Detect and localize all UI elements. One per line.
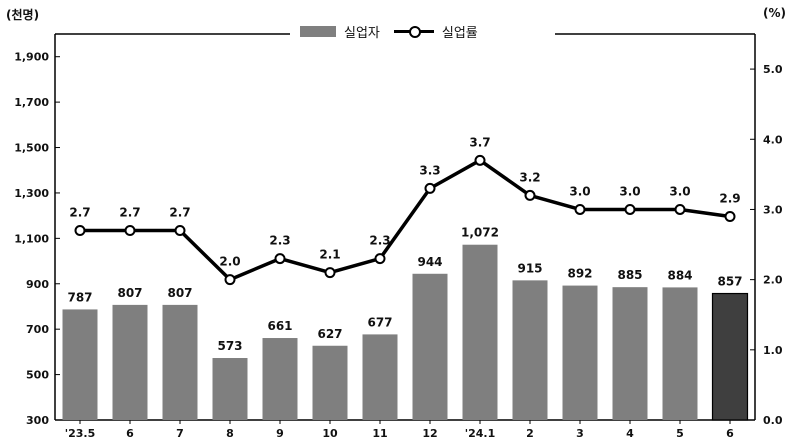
- bar-value-label: 857: [717, 275, 742, 289]
- bar: [262, 338, 298, 420]
- x-tick-label: 10: [322, 427, 338, 440]
- legend-line-label: 실업률: [441, 25, 478, 41]
- rate-point: [674, 203, 686, 215]
- rate-value-label: 3.3: [419, 163, 440, 177]
- bar-value-label: 884: [667, 268, 692, 282]
- bar: [562, 285, 598, 420]
- bar: [412, 273, 448, 420]
- rate-point: [324, 267, 336, 279]
- bar: [662, 287, 698, 420]
- rate-value-label: 2.3: [269, 234, 290, 248]
- x-tick-label: 11: [372, 427, 387, 440]
- rate-point: [424, 182, 436, 194]
- x-tick-label: 3: [576, 427, 584, 440]
- bar: [312, 345, 348, 420]
- rate-value-label: 3.0: [619, 184, 640, 198]
- rate-value-label: 2.7: [169, 206, 190, 220]
- x-tick-label: 2: [526, 427, 534, 440]
- rate-line: [80, 158, 731, 282]
- bar-value-label: 944: [417, 255, 442, 269]
- rate-value-label: 3.0: [669, 184, 690, 198]
- rate-point: [524, 189, 536, 201]
- left-tick-label: 900: [26, 278, 49, 291]
- rate-value-label: 2.9: [719, 191, 740, 205]
- rate-point: [374, 253, 386, 265]
- bar-value-label: 573: [217, 339, 242, 353]
- bar: [212, 358, 248, 420]
- right-tick-label: 3.0: [763, 203, 783, 216]
- bar-value-label: 807: [167, 286, 192, 300]
- left-tick-label: 1,900: [14, 51, 49, 64]
- legend: 실업자 실업률: [300, 20, 560, 42]
- x-tick-label: 6: [726, 427, 734, 440]
- rate-point: [224, 274, 236, 286]
- rate-value-label: 2.1: [319, 248, 340, 262]
- legend-line-swatch: [393, 25, 434, 38]
- right-tick-label: 1.0: [763, 344, 783, 357]
- legend-item-line: 실업률: [393, 22, 478, 41]
- right-axis-unit: (%): [763, 6, 786, 20]
- right-tick-label: 0.0: [763, 414, 783, 427]
- left-tick-label: 1,300: [14, 187, 49, 200]
- bar: [512, 280, 548, 420]
- legend-bar-swatch: [300, 25, 336, 37]
- x-tick-label: 9: [276, 427, 284, 440]
- bar: [612, 287, 648, 420]
- left-tick-label: 300: [26, 414, 49, 427]
- right-tick-label: 5.0: [763, 63, 783, 76]
- rate-value-label: 3.7: [469, 135, 490, 149]
- x-tick-label: 5: [676, 427, 684, 440]
- left-tick-label: 700: [26, 323, 49, 336]
- bar-value-label: 1,072: [461, 226, 499, 240]
- legend-item-bar: 실업자: [300, 22, 380, 41]
- legend-bar-label: 실업자: [344, 25, 380, 41]
- bar-value-label: 915: [517, 261, 542, 275]
- x-tick-label: '24.1: [465, 427, 496, 440]
- rate-value-label: 2.7: [119, 206, 140, 220]
- bar-value-label: 807: [117, 286, 142, 300]
- rate-point: [474, 154, 486, 166]
- x-tick-label: 6: [126, 427, 134, 440]
- rate-point: [624, 203, 636, 215]
- bar: [462, 244, 498, 420]
- x-tick-label: '23.5: [65, 427, 96, 440]
- left-tick-label: 1,700: [14, 96, 49, 109]
- bar: [362, 334, 398, 420]
- bar-value-label: 661: [267, 319, 292, 333]
- bar-value-label: 892: [567, 267, 592, 281]
- bar-value-label: 627: [317, 327, 342, 341]
- rate-point: [74, 225, 86, 237]
- bar-value-label: 787: [67, 290, 92, 304]
- rate-value-label: 3.2: [519, 170, 540, 184]
- rate-point: [574, 203, 586, 215]
- bar: [162, 304, 198, 420]
- bar: [62, 309, 98, 420]
- rate-value-label: 2.0: [219, 255, 240, 269]
- x-tick-label: 8: [226, 427, 234, 440]
- left-tick-label: 1,100: [14, 232, 49, 245]
- rate-value-label: 2.3: [369, 234, 390, 248]
- rate-point: [174, 225, 186, 237]
- x-tick-label: 7: [176, 427, 184, 440]
- left-tick-label: 1,500: [14, 142, 49, 155]
- rate-point: [724, 210, 736, 222]
- x-tick-label: 12: [422, 427, 437, 440]
- bar: [112, 304, 148, 420]
- rate-point: [124, 225, 136, 237]
- rate-value-label: 2.7: [69, 206, 90, 220]
- x-tick-label: 4: [626, 427, 634, 440]
- rate-value-label: 3.0: [569, 184, 590, 198]
- bar: [711, 292, 749, 421]
- left-axis-unit: (천명): [6, 8, 40, 22]
- left-tick-label: 500: [26, 369, 49, 382]
- right-tick-label: 2.0: [763, 274, 783, 287]
- right-tick-label: 4.0: [763, 133, 783, 146]
- rate-point: [274, 253, 286, 265]
- bar-value-label: 885: [617, 268, 642, 282]
- bar-value-label: 677: [367, 315, 392, 329]
